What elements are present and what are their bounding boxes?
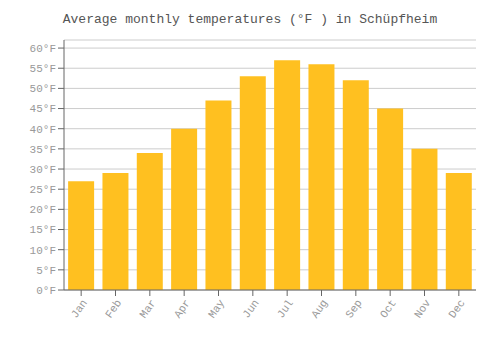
svg-text:Feb: Feb xyxy=(103,297,124,320)
svg-text:Oct: Oct xyxy=(378,297,399,320)
svg-text:0°F: 0°F xyxy=(36,285,56,297)
svg-text:45°F: 45°F xyxy=(30,103,56,115)
svg-text:Mar: Mar xyxy=(137,297,158,320)
svg-text:Jun: Jun xyxy=(240,297,261,320)
svg-text:50°F: 50°F xyxy=(30,83,56,95)
svg-text:30°F: 30°F xyxy=(30,164,56,176)
svg-text:60°F: 60°F xyxy=(30,43,56,55)
svg-text:35°F: 35°F xyxy=(30,144,56,156)
svg-text:10°F: 10°F xyxy=(30,245,56,257)
svg-text:55°F: 55°F xyxy=(30,63,56,75)
svg-text:Dec: Dec xyxy=(446,297,467,320)
svg-text:Jul: Jul xyxy=(275,297,296,320)
svg-text:25°F: 25°F xyxy=(30,184,56,196)
svg-text:May: May xyxy=(206,297,227,320)
svg-text:5°F: 5°F xyxy=(36,265,56,277)
svg-text:Jan: Jan xyxy=(69,297,90,320)
svg-text:Sep: Sep xyxy=(343,297,364,320)
svg-text:40°F: 40°F xyxy=(30,124,56,136)
svg-text:15°F: 15°F xyxy=(30,224,56,236)
svg-text:20°F: 20°F xyxy=(30,204,56,216)
svg-text:Nov: Nov xyxy=(412,297,433,320)
html-text:Average monthly temperatures (: Average monthly temperatures (°F ) in Sc… xyxy=(62,12,438,27)
svg-text:Apr: Apr xyxy=(172,297,193,320)
svg-text:Aug: Aug xyxy=(309,297,330,320)
